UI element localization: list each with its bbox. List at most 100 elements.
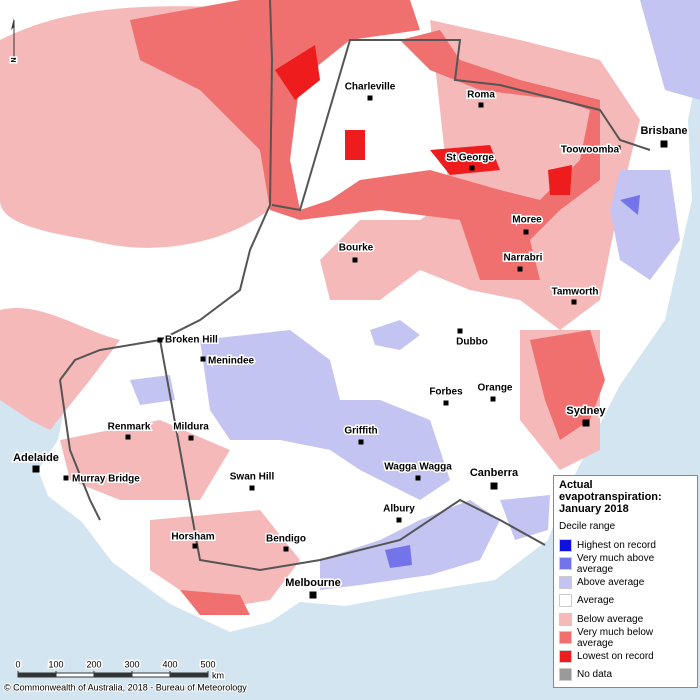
legend-swatch [559, 649, 572, 663]
legend-swatch [559, 631, 572, 645]
town-label: Charleville [345, 82, 396, 93]
legend-item: Very much below average [559, 626, 692, 649]
town-marker [32, 465, 40, 473]
legend-swatch [559, 668, 572, 682]
town-label: Renmark [108, 422, 151, 433]
town-marker [415, 475, 421, 481]
town-marker [188, 435, 194, 441]
town-label: Griffith [344, 426, 377, 437]
town-label: Narrabri [504, 253, 543, 264]
town-marker [249, 485, 255, 491]
town-marker [478, 102, 484, 108]
scale-label: 100 [48, 659, 63, 669]
town-marker [660, 140, 668, 148]
town-marker [396, 517, 402, 523]
town-marker [523, 229, 529, 235]
town-label: Tamworth [551, 287, 598, 298]
legend-label: Very much above average [576, 552, 655, 575]
town-marker [309, 591, 317, 599]
town-marker [517, 266, 523, 272]
town-marker [367, 95, 373, 101]
legend-subtitle: Decile range [559, 521, 616, 532]
credit: © Commonwealth of Australia, 2018 - Bure… [4, 682, 247, 692]
lowest-on-record [275, 45, 572, 195]
town-marker [615, 145, 621, 151]
town-marker [125, 434, 131, 440]
legend-item: Average [559, 592, 692, 611]
very-much-above-average [385, 195, 640, 568]
town-label: St George [446, 153, 494, 164]
scale-label: 400 [162, 659, 177, 669]
legend-title: Actual evapotranspiration: January 2018 [559, 479, 662, 515]
town-marker [582, 419, 590, 427]
town-label: Bourke [339, 243, 374, 254]
town-label: Orange [477, 383, 512, 394]
scale-label: 300 [124, 659, 139, 669]
legend-label: Highest on record [577, 539, 656, 551]
town-marker [571, 299, 577, 305]
town-label: Adelaide [13, 452, 59, 464]
legend-items: Highest on record Very much above average… [559, 536, 692, 684]
state-border [59, 0, 651, 572]
town-label: Brisbane [640, 125, 687, 137]
legend-label: Average [577, 595, 615, 607]
town-label: Forbes [429, 387, 463, 398]
town-label: Mildura [173, 422, 209, 433]
town-label: Sydney [566, 405, 606, 417]
town-marker [490, 396, 496, 402]
town-label: Swan Hill [230, 472, 275, 483]
town-label: Bendigo [266, 534, 306, 545]
legend-label: Lowest on record [577, 650, 654, 662]
scale-bar-segment [170, 673, 208, 677]
town-label: Menindee [208, 356, 255, 367]
town-label: Horsham [171, 532, 214, 543]
very-much-below-average [130, 0, 605, 615]
scale-label: 0 [15, 659, 20, 669]
legend-swatch [559, 557, 572, 571]
town-marker [192, 543, 198, 549]
town-label: Moree [512, 215, 542, 226]
town-marker [443, 400, 449, 406]
legend-swatch [559, 538, 572, 552]
town-label: Dubbo [456, 337, 488, 348]
legend-swatch [559, 594, 572, 608]
scale-label: 500 [200, 659, 215, 669]
legend-item: Below average [559, 610, 692, 629]
town-label: Broken Hill [165, 335, 218, 346]
town-marker [358, 439, 364, 445]
town-marker [490, 482, 498, 490]
legend-label: Very much below average [577, 626, 654, 649]
legend-item: Lowest on record [559, 647, 692, 666]
town-marker [469, 165, 475, 171]
town-label: Melbourne [285, 577, 341, 589]
town-label: Toowoomba [561, 145, 620, 156]
legend-item: Very much above average [559, 552, 692, 575]
legend-label: Below average [577, 613, 644, 625]
legend-label: No data [577, 669, 613, 681]
legend-label: Above average [577, 576, 645, 588]
town-label: Roma [467, 90, 495, 101]
scale-label: 200 [86, 659, 101, 669]
scale-unit: km [212, 670, 224, 680]
town-marker [352, 257, 358, 263]
town-label: Canberra [470, 467, 519, 479]
legend-swatch [559, 575, 572, 589]
town-label: Wagga Wagga [384, 462, 452, 473]
scale-bar-segment [18, 673, 56, 677]
legend-item: No data [559, 666, 692, 685]
legend-swatch [559, 612, 572, 626]
town-marker [283, 546, 289, 552]
town-marker [157, 337, 163, 343]
town-marker [457, 328, 463, 334]
town-marker [63, 475, 69, 481]
legend-item: Above average [559, 573, 692, 592]
north-arrow: N [9, 18, 19, 64]
legend-item: Highest on record [559, 536, 692, 555]
town-label: Murray Bridge [72, 474, 140, 485]
town-label: Albury [383, 504, 415, 515]
north-label: N [11, 57, 18, 62]
town-marker [200, 356, 206, 362]
